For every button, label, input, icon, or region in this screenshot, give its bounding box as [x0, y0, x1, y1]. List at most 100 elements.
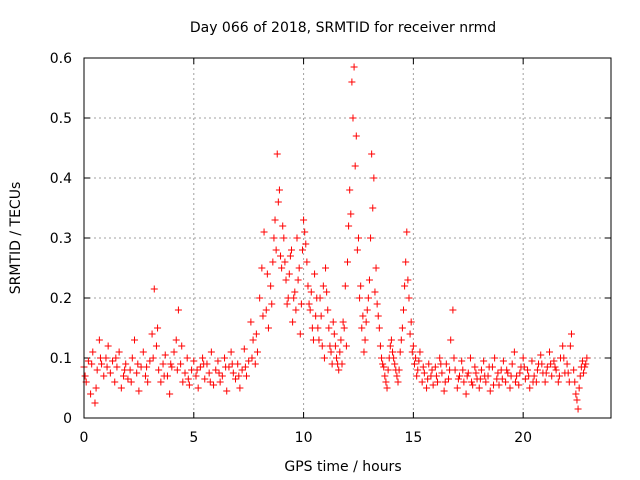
data-point [92, 384, 100, 392]
data-point [494, 369, 502, 377]
data-point [179, 378, 187, 386]
data-point [235, 372, 243, 380]
data-point [566, 342, 574, 350]
y-tick-label: 0.5 [50, 111, 72, 127]
data-point [135, 387, 143, 395]
data-point [223, 387, 231, 395]
data-point [229, 369, 237, 377]
data-point [498, 375, 506, 383]
data-point [327, 348, 335, 356]
data-point [298, 246, 306, 254]
data-point [300, 216, 308, 224]
data-point [117, 384, 125, 392]
data-point [521, 375, 529, 383]
data-point [335, 366, 343, 374]
data-point [357, 282, 365, 290]
data-point [407, 318, 415, 326]
plot-frame [83, 57, 612, 419]
data-point [88, 360, 96, 368]
data-point [578, 357, 586, 365]
data-point [420, 369, 428, 377]
data-point [480, 357, 488, 365]
data-point [206, 378, 214, 386]
data-point [384, 366, 392, 374]
data-point [286, 252, 294, 260]
data-point [446, 366, 454, 374]
data-point [127, 378, 135, 386]
data-point [414, 366, 422, 374]
data-point [275, 186, 283, 194]
data-point [337, 336, 345, 344]
data-point [322, 264, 330, 272]
data-point [143, 363, 151, 371]
data-point [168, 363, 176, 371]
data-point [485, 363, 493, 371]
data-point [207, 348, 215, 356]
data-point [333, 354, 341, 362]
data-point [371, 288, 379, 296]
data-point [389, 348, 397, 356]
data-point [372, 264, 380, 272]
data-point [359, 312, 367, 320]
data-point [373, 300, 381, 308]
data-point [148, 330, 156, 338]
data-point [573, 396, 581, 404]
data-point [555, 372, 563, 380]
data-point [324, 306, 332, 314]
data-point [178, 342, 186, 350]
data-point [511, 378, 519, 386]
data-point [510, 348, 518, 356]
data-point [551, 363, 559, 371]
data-point [133, 369, 141, 377]
data-point [354, 234, 362, 242]
data-point [346, 186, 354, 194]
data-point [106, 369, 114, 377]
x-tick-label: 15 [404, 430, 422, 446]
data-point [440, 387, 448, 395]
data-point [364, 294, 372, 302]
data-point [387, 336, 395, 344]
y-tick-label: 0.4 [50, 171, 72, 187]
data-point [155, 366, 163, 374]
data-point [449, 306, 457, 314]
data-point [415, 357, 423, 365]
data-point [341, 282, 349, 290]
data-point [528, 357, 536, 365]
data-point [256, 294, 264, 302]
data-point [541, 378, 549, 386]
data-point [128, 354, 136, 362]
data-point [424, 375, 432, 383]
data-point [516, 369, 524, 377]
data-point [241, 363, 249, 371]
data-point [571, 378, 579, 386]
data-point [267, 282, 275, 290]
data-point [376, 342, 384, 350]
data-point [395, 366, 403, 374]
data-point [577, 363, 585, 371]
data-point [464, 369, 472, 377]
x-tick-label: 20 [514, 430, 532, 446]
data-point [302, 240, 310, 248]
data-point [277, 252, 285, 260]
data-point [93, 366, 101, 374]
data-point [91, 399, 99, 407]
y-tick-labels: 0 0.1 0.2 0.3 0.4 0.5 0.6 [50, 51, 72, 427]
data-point [221, 354, 229, 362]
data-point [352, 132, 360, 140]
data-point [350, 63, 358, 71]
data-point [281, 258, 289, 266]
data-point [542, 369, 550, 377]
x-tick-label: 5 [189, 430, 198, 446]
data-point [362, 318, 370, 326]
data-point [423, 384, 431, 392]
data-point [174, 306, 182, 314]
data-point [455, 372, 463, 380]
data-point [245, 357, 253, 365]
data-point [253, 348, 261, 356]
data-point [113, 363, 121, 371]
data-point [215, 369, 223, 377]
data-point [193, 366, 201, 374]
y-tick-label: 0.6 [50, 51, 72, 67]
data-point [323, 288, 331, 296]
data-point [365, 276, 373, 284]
